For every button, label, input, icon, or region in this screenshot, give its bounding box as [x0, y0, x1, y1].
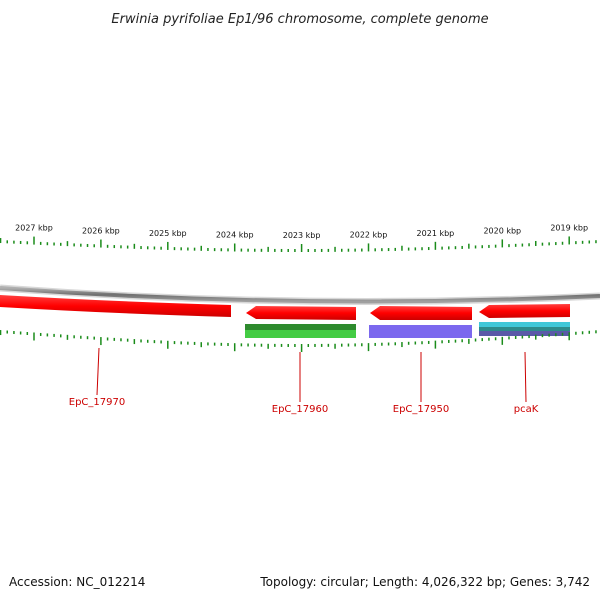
ruler-ticks-bottom [0, 330, 597, 352]
leader-line-epc-17970 [96, 347, 100, 396]
ruler-label: 2024 kbp [216, 230, 254, 239]
feature-band-pcak-a [479, 322, 570, 327]
ruler-label: 2021 kbp [417, 229, 455, 238]
ruler-label: 2020 kbp [483, 226, 521, 235]
ruler-label: 2026 kbp [82, 227, 120, 236]
gene-arrow-epc-17970[interactable] [0, 295, 231, 317]
ruler-label: 2019 kbp [550, 223, 588, 232]
genome-summary-text: Topology: circular; Length: 4,026,322 bp… [259, 575, 590, 589]
ruler-label: 2022 kbp [350, 230, 388, 239]
ruler-label: 2025 kbp [149, 229, 187, 238]
feature-band-pcak-c [479, 331, 570, 336]
ruler-ticks-top [0, 236, 597, 252]
feature-track [245, 322, 570, 338]
gene-label-epc-17950[interactable]: EpC_17950 [393, 404, 449, 415]
gene-label-epc-17960[interactable]: EpC_17960 [272, 404, 328, 415]
accession-text: Accession: NC_012214 [9, 575, 145, 589]
ruler-label: 2027 kbp [15, 224, 53, 233]
chromosome-backbone-core [0, 286, 600, 304]
gene-arrow-epc-17950[interactable] [370, 306, 472, 320]
gene-track [0, 295, 570, 320]
ruler-labels: 2027 kbp 2026 kbp 2025 kbp 2024 kbp 2023 kbp… [15, 223, 588, 240]
gene-label-epc-17970[interactable]: EpC_17970 [69, 397, 125, 408]
gene-label-lines [96, 347, 527, 403]
gene-arrow-pcak[interactable] [479, 304, 570, 318]
feature-band-pcak-b [479, 327, 570, 331]
ruler-label: 2023 kbp [283, 231, 321, 240]
gene-label-pcak[interactable]: pcaK [514, 404, 539, 415]
feature-band-epc-17960-a [245, 324, 356, 330]
feature-band-epc-17950 [369, 325, 472, 338]
feature-band-epc-17960-b [245, 330, 356, 338]
leader-line-pcak [524, 351, 527, 403]
map-title: Erwinia pyrifoliae Ep1/96 chromosome, co… [111, 12, 488, 27]
gene-arrow-epc-17960[interactable] [246, 306, 356, 320]
gene-labels: EpC_17970 EpC_17960 EpC_17950 pcaK [69, 397, 539, 415]
